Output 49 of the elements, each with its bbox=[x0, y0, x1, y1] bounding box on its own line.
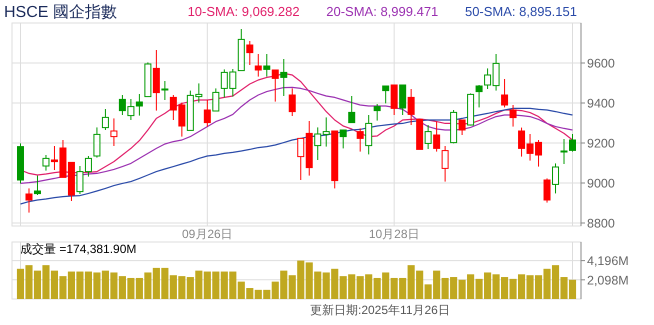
y-tick-label: 9400 bbox=[587, 96, 615, 110]
y-tick-label: 9200 bbox=[587, 136, 615, 150]
text: 20-SMA: 8,999.471 bbox=[326, 4, 438, 19]
y-tick-label: 4,196M bbox=[587, 254, 629, 268]
candlestick bbox=[374, 104, 381, 122]
x-tick-label: 09月26日 bbox=[182, 227, 233, 241]
candlestick bbox=[288, 88, 296, 116]
candlestick bbox=[161, 80, 168, 100]
line-series bbox=[20, 108, 574, 205]
candlestick bbox=[204, 100, 211, 128]
candlestick bbox=[348, 96, 356, 124]
chart-title: 成交量 =174,381.90M bbox=[20, 242, 136, 256]
y-tick-label: 8800 bbox=[587, 216, 615, 230]
candlestick bbox=[552, 162, 560, 194]
candlestick bbox=[246, 40, 254, 66]
candlestick bbox=[93, 126, 100, 158]
candlestick bbox=[365, 114, 372, 155]
candlestick bbox=[458, 120, 466, 136]
candlestick bbox=[390, 84, 398, 116]
candlestick bbox=[280, 58, 288, 96]
candlestick bbox=[408, 88, 415, 126]
text: 50-SMA: 8,895.151 bbox=[464, 4, 577, 19]
candlestick bbox=[382, 86, 390, 104]
candlestick bbox=[25, 188, 32, 214]
candlestick bbox=[510, 104, 517, 128]
candlestick bbox=[254, 54, 262, 78]
candlestick bbox=[110, 118, 118, 146]
candlestick bbox=[34, 175, 41, 196]
candlestick bbox=[424, 124, 432, 150]
candlestick bbox=[340, 130, 347, 149]
candlestick bbox=[42, 154, 50, 172]
candlestick bbox=[356, 128, 364, 152]
candlestick bbox=[544, 178, 551, 204]
x-tick-label: 10月28日 bbox=[368, 227, 420, 241]
candlestick bbox=[501, 78, 508, 108]
candlestick bbox=[399, 84, 406, 116]
y-tick-label: 9600 bbox=[587, 56, 615, 70]
y-tick-label: 2,098M bbox=[587, 273, 629, 288]
candlestick bbox=[442, 146, 449, 182]
candlestick bbox=[212, 88, 220, 112]
candlestick bbox=[476, 84, 483, 108]
text: 更新日期:2025年11月26日 bbox=[310, 303, 450, 317]
y-tick-label: 9000 bbox=[587, 176, 615, 190]
candlestick bbox=[263, 54, 270, 78]
chart-title: HSCE 國企指數 bbox=[4, 3, 117, 21]
candlestick bbox=[102, 108, 109, 130]
candlestick bbox=[433, 121, 440, 152]
text: 10-SMA: 9,069.282 bbox=[188, 4, 300, 19]
candlestick bbox=[272, 70, 279, 102]
